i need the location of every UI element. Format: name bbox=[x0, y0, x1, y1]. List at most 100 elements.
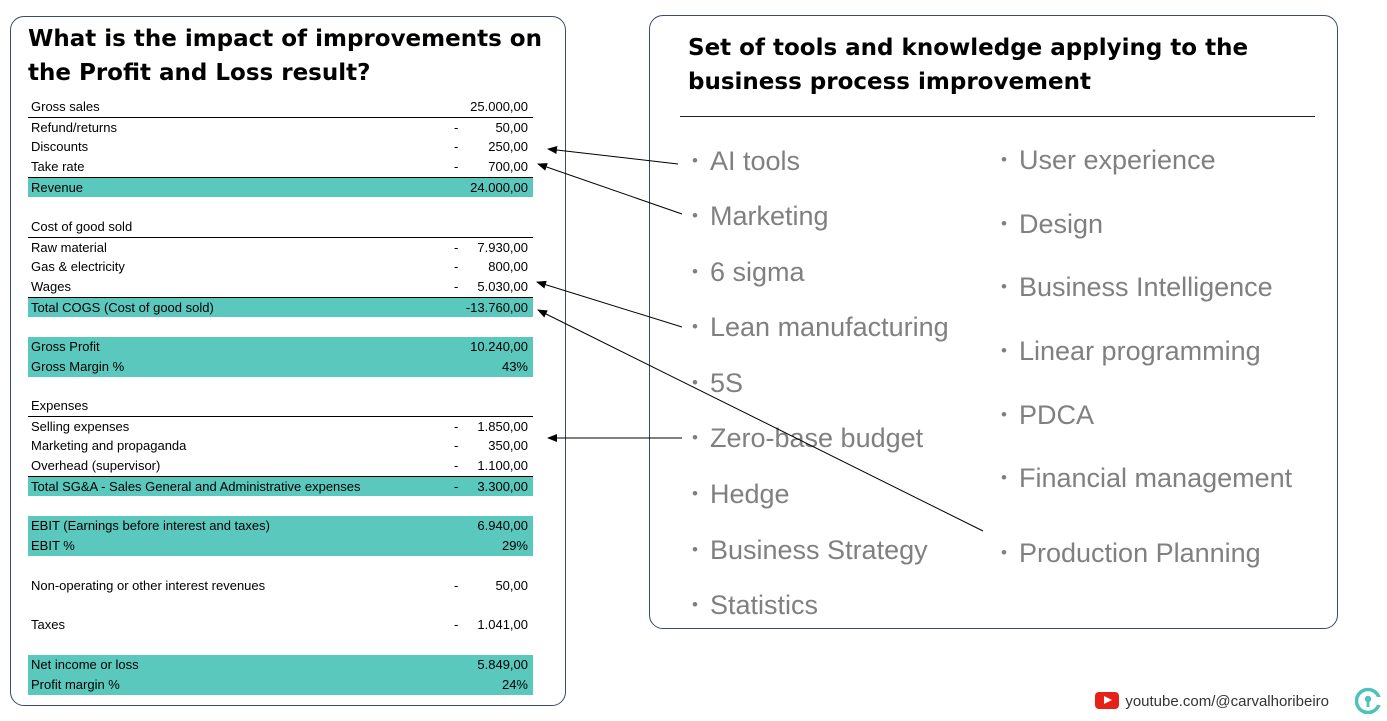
row-sign: - bbox=[454, 578, 459, 593]
row-label: Total SG&A - Sales General and Administr… bbox=[31, 479, 361, 494]
table-row: Raw material - 7.930,00 bbox=[28, 237, 533, 257]
bullet-icon: • bbox=[1001, 405, 1007, 424]
row-value: 5.030,00 bbox=[477, 279, 528, 294]
row-label: Discounts bbox=[31, 139, 89, 154]
table-row: Discounts - 250,00 bbox=[28, 137, 533, 157]
row-value: 6.940,00 bbox=[477, 518, 528, 533]
pnl-title: What is the impact of improvements on th… bbox=[28, 26, 542, 86]
table-row: Taxes - 1.041,00 bbox=[28, 615, 533, 635]
row-value: 800,00 bbox=[488, 259, 528, 274]
tool-item: • Financial management bbox=[1001, 462, 1292, 494]
row-sign: - bbox=[454, 279, 459, 294]
tool-item: • PDCA bbox=[1001, 399, 1094, 431]
tools-divider bbox=[680, 116, 1315, 117]
tool-label: AI tools bbox=[710, 146, 801, 176]
row-sign: - bbox=[454, 139, 459, 154]
row-label: Net income or loss bbox=[31, 657, 139, 672]
tool-label: PDCA bbox=[1019, 400, 1095, 430]
row-label: EBIT (Earnings before interest and taxes… bbox=[31, 518, 270, 533]
tool-item: • Business Intelligence bbox=[1001, 271, 1273, 303]
table-row: Cost of good sold bbox=[28, 217, 533, 237]
row-sign: - bbox=[454, 617, 459, 632]
row-value: 50,00 bbox=[495, 578, 528, 593]
row-label: Gross Margin % bbox=[31, 359, 125, 374]
bullet-icon: • bbox=[1001, 150, 1007, 169]
tool-item: • Lean manufacturing bbox=[692, 311, 949, 343]
tool-item: • Business Strategy bbox=[692, 534, 928, 566]
tool-item: • Linear programming bbox=[1001, 335, 1261, 367]
table-row: Marketing and propaganda - 350,00 bbox=[28, 436, 533, 456]
bullet-icon: • bbox=[1001, 214, 1007, 233]
row-label: Gross Profit bbox=[31, 339, 100, 354]
row-value: 29% bbox=[501, 538, 528, 553]
arrow-lean-to-wages bbox=[536, 280, 683, 328]
row-sign: - bbox=[454, 120, 459, 135]
tool-label: Hedge bbox=[710, 479, 790, 509]
bullet-icon: • bbox=[692, 317, 698, 336]
tools-title: Set of tools and knowledge applying to t… bbox=[688, 35, 1249, 95]
bullet-icon: • bbox=[1001, 277, 1007, 296]
tool-item: • 6 sigma bbox=[692, 256, 805, 288]
table-row: Refund/returns - 50,00 bbox=[28, 117, 533, 137]
row-sign: - bbox=[454, 159, 459, 174]
row-value: 1.041,00 bbox=[477, 617, 528, 632]
row-value: -13.760,00 bbox=[465, 300, 528, 315]
tool-label: Design bbox=[1019, 209, 1104, 239]
row-value: 350,00 bbox=[488, 438, 528, 453]
row-label: Take rate bbox=[31, 159, 85, 174]
bullet-icon: • bbox=[692, 484, 698, 503]
table-row: Profit margin % 24% bbox=[28, 675, 533, 695]
tool-item: • Statistics bbox=[692, 589, 818, 621]
tool-item: • Hedge bbox=[692, 478, 790, 510]
table-row: Revenue 24.000,00 bbox=[28, 177, 533, 197]
table-row: Selling expenses - 1.850,00 bbox=[28, 416, 533, 436]
row-label: Selling expenses bbox=[31, 419, 130, 434]
table-row: Total COGS (Cost of good sold) -13.760,00 bbox=[28, 297, 533, 317]
table-row: Gross Margin % 43% bbox=[28, 357, 533, 377]
table-row: Take rate - 700,00 bbox=[28, 157, 533, 177]
row-label: EBIT % bbox=[31, 538, 75, 553]
row-label: Non-operating or other interest revenues bbox=[31, 578, 266, 593]
row-label: Overhead (supervisor) bbox=[31, 458, 161, 473]
row-label: Revenue bbox=[31, 180, 84, 195]
row-label: Total COGS (Cost of good sold) bbox=[31, 300, 214, 315]
tool-label: Financial management bbox=[1019, 463, 1293, 493]
row-value: 1.850,00 bbox=[477, 419, 528, 434]
row-label: Gas & electricity bbox=[31, 259, 125, 274]
bullet-icon: • bbox=[692, 262, 698, 281]
youtube-icon bbox=[1095, 692, 1120, 709]
row-sign: - bbox=[454, 438, 459, 453]
row-label: Refund/returns bbox=[31, 120, 117, 135]
footer-channel[interactable]: youtube.com/@carvalhoribeiro bbox=[1095, 690, 1329, 714]
channel-logo-icon bbox=[1355, 687, 1381, 715]
table-row: EBIT % 29% bbox=[28, 536, 533, 556]
bullet-icon: • bbox=[692, 428, 698, 447]
table-row: Expenses bbox=[28, 396, 533, 416]
tool-item: • Marketing bbox=[692, 200, 829, 232]
arrow-ai-tools-to-discounts bbox=[547, 146, 679, 165]
row-label: Raw material bbox=[31, 240, 107, 255]
row-label: Profit margin % bbox=[31, 677, 120, 692]
row-value: 250,00 bbox=[488, 139, 528, 154]
table-row: Wages - 5.030,00 bbox=[28, 277, 533, 297]
channel-url: youtube.com/@carvalhoribeiro bbox=[1125, 693, 1329, 710]
tool-label: Business Strategy bbox=[710, 535, 928, 565]
bullet-icon: • bbox=[692, 151, 698, 170]
tool-label: Marketing bbox=[710, 201, 829, 231]
table-row: Overhead (supervisor) - 1.100,00 bbox=[28, 456, 533, 476]
table-row: EBIT (Earnings before interest and taxes… bbox=[28, 516, 533, 536]
bullet-icon: • bbox=[1001, 468, 1007, 487]
tool-label: 5S bbox=[710, 368, 744, 398]
row-value: 3.300,00 bbox=[477, 479, 528, 494]
row-value: 7.930,00 bbox=[477, 240, 528, 255]
tool-item: • 5S bbox=[692, 367, 743, 399]
row-label: Marketing and propaganda bbox=[31, 438, 187, 453]
tool-label: Linear programming bbox=[1019, 336, 1261, 366]
row-value: 10.240,00 bbox=[470, 339, 528, 354]
tool-label: Lean manufacturing bbox=[710, 312, 949, 342]
tools-panel: Set of tools and knowledge applying to t… bbox=[649, 15, 1338, 629]
arrow-marketing-to-take-rate bbox=[537, 163, 683, 215]
row-sign: - bbox=[454, 479, 459, 494]
bullet-icon: • bbox=[1001, 341, 1007, 360]
bullet-icon: • bbox=[1001, 543, 1007, 562]
